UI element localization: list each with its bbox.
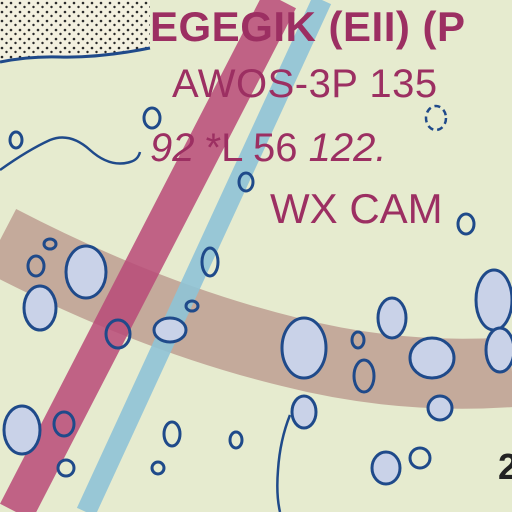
lake	[370, 450, 402, 486]
lake	[376, 296, 408, 340]
small-ponds	[8, 106, 476, 478]
pond	[184, 299, 200, 313]
pond	[52, 410, 76, 438]
pond	[162, 420, 182, 448]
lake	[64, 244, 108, 300]
pond	[237, 171, 255, 193]
lake	[152, 316, 188, 344]
lake	[290, 394, 318, 430]
lakes	[2, 244, 512, 486]
stippled-sand-area	[0, 0, 150, 62]
river	[0, 136, 142, 172]
pond	[350, 330, 366, 350]
lake	[2, 404, 42, 456]
lake	[22, 284, 58, 332]
pond	[352, 358, 376, 394]
lake	[280, 316, 328, 380]
elevation-value: 92	[150, 126, 206, 170]
weather-camera-label: WX CAM	[270, 185, 443, 232]
pond	[456, 212, 476, 236]
coastline	[0, 46, 151, 64]
stream-right	[276, 414, 292, 512]
edge-number-label: 2	[498, 446, 512, 487]
magenta-airway	[0, 0, 296, 512]
lake	[474, 268, 512, 332]
pond	[56, 458, 76, 478]
lighting-runway-info: *L 56	[205, 126, 309, 170]
airport-name-label: EGEGIK (EII) (P	[150, 3, 466, 50]
pond	[228, 430, 244, 450]
airport-data-label: 92 *L 56 122.	[150, 128, 387, 168]
pond	[200, 246, 220, 278]
pond	[150, 460, 166, 476]
ctaf-frequency: 122.	[308, 126, 387, 170]
pond	[26, 254, 46, 278]
pond	[408, 446, 432, 470]
lake	[408, 336, 456, 380]
pond	[142, 106, 162, 130]
weather-frequency-label: AWOS-3P 135	[172, 62, 438, 106]
pond	[104, 318, 132, 350]
lake	[484, 326, 512, 374]
lake	[426, 394, 454, 422]
pond	[8, 130, 24, 150]
dashed-pond	[424, 104, 448, 132]
pond	[42, 237, 58, 251]
